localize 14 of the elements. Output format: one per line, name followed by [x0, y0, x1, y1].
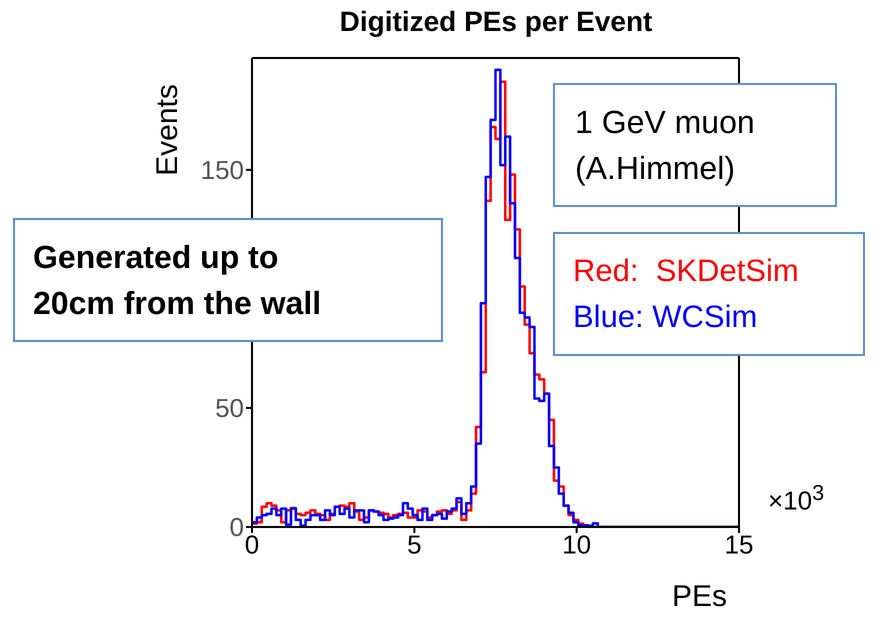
y-tick-label: 50 — [215, 393, 244, 424]
text: ×10$^{3}$ — [768, 480, 824, 517]
x-axis-title: PEs — [672, 580, 728, 614]
text-box: 1 GeV muon (A.Himmel) — [553, 83, 837, 207]
x-tick-label: 5 — [407, 529, 422, 560]
x-tick-label: 15 — [724, 529, 754, 560]
x-tick-label: 10 — [562, 529, 592, 560]
legend-box: Red: SKDetSim Blue: WCSim — [553, 232, 865, 356]
series-label: Red: SKDetSim — [573, 252, 800, 290]
y-axis-title: Events — [151, 84, 185, 176]
text-box: Generated up to 20cm from the wall — [13, 218, 443, 342]
chart-title: Digitized PEs per Event — [338, 6, 654, 38]
y-tick-label: 150 — [200, 155, 244, 186]
series-label: Blue: WCSim — [573, 298, 758, 336]
